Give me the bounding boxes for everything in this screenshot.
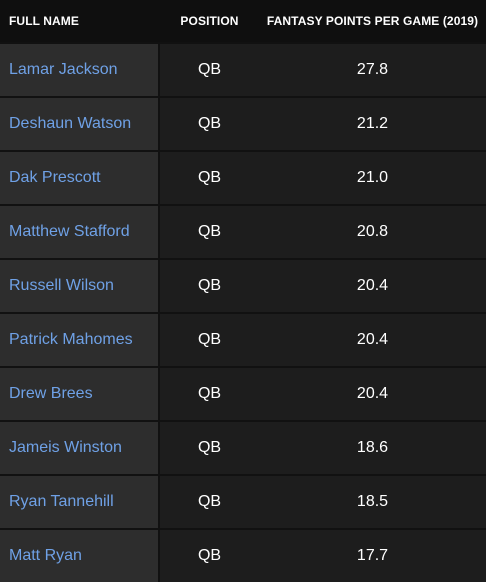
player-name-cell: Drew Brees xyxy=(0,368,160,420)
table-row: Patrick Mahomes QB 20.4 xyxy=(0,312,486,366)
player-name-link[interactable]: Patrick Mahomes xyxy=(9,331,133,348)
player-name-cell: Dak Prescott xyxy=(0,152,160,204)
player-name-link[interactable]: Ryan Tannehill xyxy=(9,493,114,510)
table-row: Jameis Winston QB 18.6 xyxy=(0,420,486,474)
points-cell: 20.4 xyxy=(259,260,486,312)
points-cell: 20.8 xyxy=(259,206,486,258)
position-cell: QB xyxy=(160,530,259,582)
player-name-link[interactable]: Russell Wilson xyxy=(9,277,114,294)
points-cell: 18.5 xyxy=(259,476,486,528)
column-header-full-name[interactable]: FULL NAME xyxy=(9,14,80,28)
player-name-link[interactable]: Dak Prescott xyxy=(9,169,101,186)
position-cell: QB xyxy=(160,314,259,366)
table-header: FULL NAME POSITION FANTASY POINTS PER GA… xyxy=(0,0,486,42)
position-cell: QB xyxy=(160,44,259,96)
position-cell: QB xyxy=(160,368,259,420)
table-row: Matt Ryan QB 17.7 xyxy=(0,528,486,582)
player-name-link[interactable]: Drew Brees xyxy=(9,385,93,402)
column-header-position[interactable]: POSITION xyxy=(180,14,239,28)
position-cell: QB xyxy=(160,476,259,528)
table-row: Russell Wilson QB 20.4 xyxy=(0,258,486,312)
points-cell: 18.6 xyxy=(259,422,486,474)
player-name-link[interactable]: Deshaun Watson xyxy=(9,115,132,132)
player-name-cell: Russell Wilson xyxy=(0,260,160,312)
player-name-link[interactable]: Matthew Stafford xyxy=(9,223,130,240)
player-name-link[interactable]: Matt Ryan xyxy=(9,547,82,564)
position-cell: QB xyxy=(160,206,259,258)
position-cell: QB xyxy=(160,98,259,150)
points-cell: 27.8 xyxy=(259,44,486,96)
player-name-cell: Jameis Winston xyxy=(0,422,160,474)
points-cell: 20.4 xyxy=(259,368,486,420)
player-name-link[interactable]: Jameis Winston xyxy=(9,439,122,456)
player-name-cell: Matt Ryan xyxy=(0,530,160,582)
points-cell: 20.4 xyxy=(259,314,486,366)
table-row: Dak Prescott QB 21.0 xyxy=(0,150,486,204)
column-header-fantasy-points[interactable]: FANTASY POINTS PER GAME (2019) xyxy=(266,14,479,28)
position-cell: QB xyxy=(160,152,259,204)
player-name-cell: Deshaun Watson xyxy=(0,98,160,150)
table-row: Lamar Jackson QB 27.8 xyxy=(0,42,486,96)
table-row: Ryan Tannehill QB 18.5 xyxy=(0,474,486,528)
player-name-cell: Lamar Jackson xyxy=(0,44,160,96)
table-row: Matthew Stafford QB 20.8 xyxy=(0,204,486,258)
player-name-cell: Matthew Stafford xyxy=(0,206,160,258)
player-name-cell: Ryan Tannehill xyxy=(0,476,160,528)
table-row: Deshaun Watson QB 21.2 xyxy=(0,96,486,150)
player-name-link[interactable]: Lamar Jackson xyxy=(9,61,118,78)
points-cell: 17.7 xyxy=(259,530,486,582)
position-cell: QB xyxy=(160,422,259,474)
table-row: Drew Brees QB 20.4 xyxy=(0,366,486,420)
player-name-cell: Patrick Mahomes xyxy=(0,314,160,366)
points-cell: 21.0 xyxy=(259,152,486,204)
points-cell: 21.2 xyxy=(259,98,486,150)
position-cell: QB xyxy=(160,260,259,312)
